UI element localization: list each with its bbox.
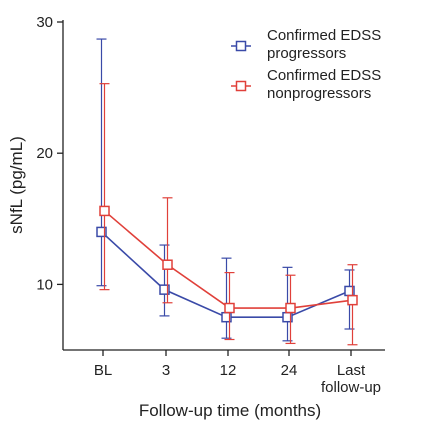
y-tick-label: 30 — [36, 14, 53, 31]
x-axis-label: Follow-up time (months) — [139, 401, 321, 420]
data-point — [159, 284, 170, 295]
data-point — [285, 302, 296, 314]
y-axis-label: sNfL (pg/mL) — [7, 136, 26, 234]
data-point — [96, 226, 107, 238]
series-line — [103, 210, 353, 309]
x-tick-label: Last — [337, 362, 366, 379]
legend-marker — [235, 80, 247, 92]
legend-label: progressors — [267, 45, 346, 62]
series-layer — [96, 38, 358, 346]
data-point — [347, 294, 358, 306]
x-tick-label: follow-up — [321, 379, 381, 396]
x-tick-label: 12 — [220, 362, 237, 379]
data-point — [99, 205, 110, 217]
x-tick-label: 24 — [281, 362, 298, 379]
legend-label: Confirmed EDSS — [267, 67, 381, 84]
data-point — [224, 302, 235, 314]
data-point — [162, 259, 173, 270]
legend-label: Confirmed EDSS — [267, 27, 381, 44]
x-tick-label: BL — [94, 362, 112, 379]
series-2 — [99, 83, 358, 346]
legend-label: nonprogressors — [267, 85, 371, 102]
legend-marker — [235, 40, 247, 52]
axes — [62, 20, 385, 351]
x-tick-label: 3 — [162, 362, 170, 379]
y-tick-label: 10 — [36, 276, 53, 293]
y-tick-label: 20 — [36, 145, 53, 162]
series-1 — [96, 38, 355, 342]
